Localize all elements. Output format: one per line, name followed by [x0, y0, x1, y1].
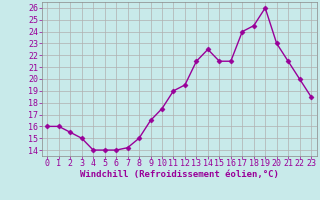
- X-axis label: Windchill (Refroidissement éolien,°C): Windchill (Refroidissement éolien,°C): [80, 170, 279, 179]
